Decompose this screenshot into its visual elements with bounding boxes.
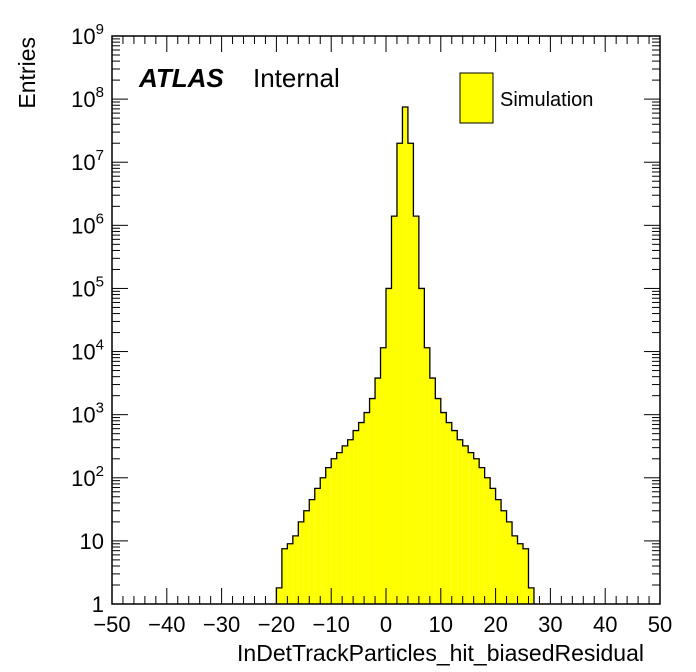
atlas-label-bold: ATLAS <box>138 63 224 93</box>
histogram-outline <box>275 106 535 604</box>
x-axis-title: InDetTrackParticles_hit_biasedResidual <box>237 640 644 666</box>
x-tick-labels: −50 −40 −30 −20 −10 0 10 20 30 40 50 <box>93 612 672 637</box>
histogram-bar <box>287 543 293 604</box>
histogram-bar <box>281 548 288 604</box>
plot-frame <box>111 35 661 605</box>
y-tick-label: 104 <box>71 337 104 365</box>
histogram-bar <box>479 467 485 604</box>
histogram-bar <box>380 347 386 604</box>
histogram-bar <box>298 521 304 604</box>
histogram-bar <box>375 378 381 604</box>
histogram-bar <box>391 216 397 605</box>
histogram-bar <box>506 521 513 604</box>
y-tick-label: 105 <box>71 273 104 301</box>
y-tick-label: 107 <box>71 147 104 175</box>
histogram-bar <box>413 216 419 605</box>
histogram-bar <box>331 458 337 604</box>
legend: Simulation <box>459 72 593 124</box>
x-tick-label: −20 <box>258 612 295 637</box>
histogram-bar <box>369 398 376 604</box>
legend-swatch <box>459 72 494 124</box>
x-tick-label: 40 <box>593 612 617 637</box>
histogram-bar <box>358 422 365 604</box>
y-tick-label: 1 <box>92 592 104 617</box>
y-tick-label: 102 <box>71 463 104 491</box>
histogram-bar <box>435 398 441 604</box>
histogram-bar <box>276 587 282 604</box>
histogram-bar <box>523 548 529 604</box>
x-tick-label: 20 <box>483 612 507 637</box>
histogram-bar <box>501 510 507 604</box>
x-tick-label: 50 <box>648 612 672 637</box>
y-tick-label: 10 <box>80 529 104 554</box>
histogram-bar <box>353 430 359 604</box>
y-tick-label: 103 <box>71 400 104 428</box>
atlas-label-internal: Internal <box>253 63 340 93</box>
histogram-bar <box>517 543 523 604</box>
histogram-bar <box>364 412 370 604</box>
histogram-bar <box>402 107 408 604</box>
x-tick-label: 30 <box>538 612 562 637</box>
x-tick-label: 10 <box>429 612 453 637</box>
histogram-bar <box>407 143 414 604</box>
histogram-bar <box>320 477 326 604</box>
histogram-bar <box>440 412 447 604</box>
histogram-bar <box>303 510 310 604</box>
histogram-bar <box>396 143 403 604</box>
histogram-bar <box>473 458 480 604</box>
y-tick-label: 109 <box>71 21 104 49</box>
histogram-bar <box>512 535 518 604</box>
legend-entry-label: Simulation <box>500 89 593 111</box>
histogram-bar <box>309 499 315 604</box>
histogram-bar <box>484 477 491 604</box>
histogram-bar <box>292 535 299 604</box>
x-tick-label: −40 <box>148 612 185 637</box>
x-tick-label: −30 <box>203 612 240 637</box>
histogram-bar <box>336 452 343 604</box>
histogram-bar <box>528 587 534 604</box>
atlas-label: ATLAS Internal <box>138 63 340 93</box>
histogram-bar <box>468 452 474 604</box>
y-tick-labels: 1 10 102 103 104 105 106 107 108 109 <box>71 21 104 617</box>
histogram-bar <box>314 488 321 604</box>
y-tick-label: 106 <box>71 210 104 238</box>
histogram-bar <box>342 445 348 604</box>
x-tick-label: 0 <box>380 612 392 637</box>
histogram-bar <box>418 288 425 604</box>
y-tick-label: 108 <box>71 84 104 112</box>
x-tick-label: −50 <box>93 612 130 637</box>
histogram-bar <box>451 430 458 604</box>
histogram-bar <box>429 378 436 604</box>
histogram-bar <box>490 488 496 604</box>
histogram-bar <box>325 467 332 604</box>
histogram-bar <box>457 439 463 604</box>
histogram-bar <box>347 439 354 604</box>
histogram-bar <box>446 422 452 604</box>
histogram-bar <box>386 288 392 604</box>
histogram-bar <box>462 445 469 604</box>
x-tick-label: −10 <box>313 612 350 637</box>
histogram-bar <box>495 499 502 604</box>
histogram-bar <box>424 347 430 604</box>
y-axis-title: Entries <box>14 37 40 109</box>
histogram-bars <box>275 106 535 605</box>
